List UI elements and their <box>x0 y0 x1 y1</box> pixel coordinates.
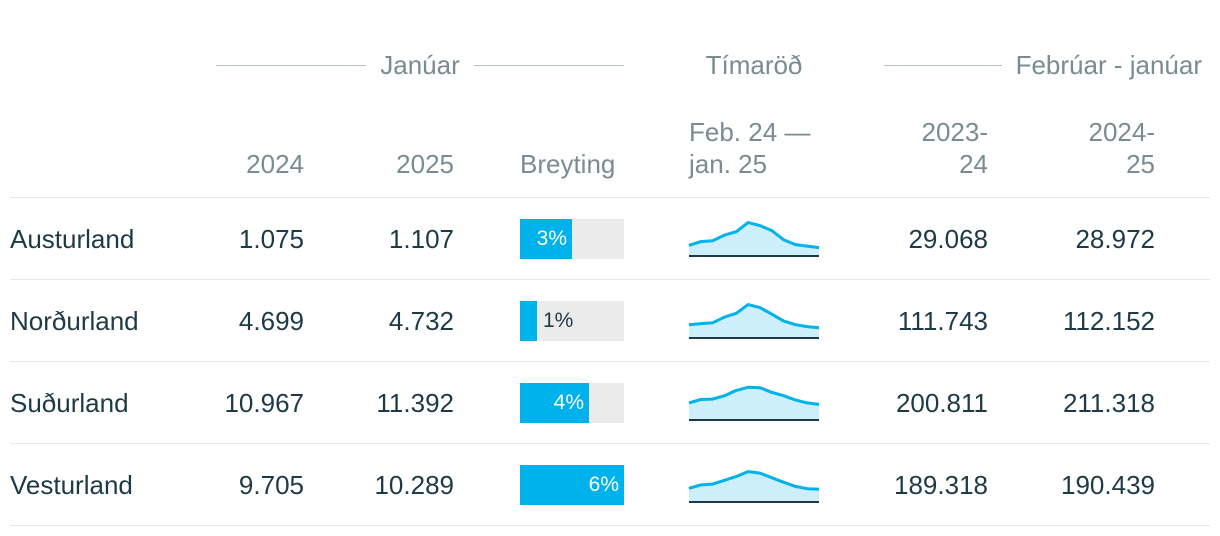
change-bar-track: 6% <box>520 465 624 505</box>
value-jan-2025: 10.289 <box>374 470 454 500</box>
column-header-2024-25-line1: 2024- <box>1088 117 1156 147</box>
value-feb-jan-2023-24: 29.068 <box>908 224 988 254</box>
sparkline-line <box>688 303 820 330</box>
sparkline-area <box>689 387 819 420</box>
region-name: Suðurland <box>10 388 129 418</box>
sparkline-area <box>689 304 819 338</box>
row-divider <box>10 279 1210 280</box>
group-header-timarod: Tímaröð <box>690 48 818 82</box>
sparkline-area <box>689 471 819 502</box>
value-feb-jan-2023-24: 189.318 <box>894 470 988 500</box>
value-jan-2024: 1.075 <box>238 224 304 254</box>
change-bar-track: 4% <box>520 383 624 423</box>
value-feb-jan-2024-25: 28.972 <box>1075 224 1155 254</box>
sparkline-area <box>689 222 819 256</box>
sparkline-line <box>688 385 820 406</box>
value-jan-2024: 9.705 <box>238 470 304 500</box>
column-header-2023-24-line1: 2023- <box>921 117 989 147</box>
column-header-series-line1: Feb. 24 — <box>689 117 811 147</box>
sparkline-chart <box>688 303 820 339</box>
change-bar-fill <box>520 301 537 341</box>
column-header-2024-25: 2024- 25 <box>1055 116 1156 180</box>
table-row-sudurland: Suðurland 10.967 11.392 4% 200.811 211.3… <box>0 362 1220 444</box>
change-bar-fill <box>520 219 572 259</box>
group-title-januar: Janúar <box>380 49 460 80</box>
value-feb-jan-2024-25: 211.318 <box>1062 388 1155 418</box>
change-bar-fill <box>520 383 589 423</box>
column-header-2023-24-line2: 24 <box>959 149 988 179</box>
group-rule-left <box>216 64 367 66</box>
column-header-series: Feb. 24 — jan. 25 <box>689 116 810 180</box>
change-bar-fill <box>520 465 624 505</box>
change-bar-label: 6% <box>588 473 619 496</box>
change-bar-track: 3% <box>520 219 624 259</box>
change-bar-label: 3% <box>536 227 567 250</box>
value-feb-jan-2024-25: 190.439 <box>1061 470 1155 500</box>
column-header-series-line2: jan. 25 <box>689 149 768 179</box>
group-title-timarod: Tímaröð <box>705 49 803 80</box>
sparkline-chart <box>688 470 820 503</box>
table-row-austurland: Austurland 1.075 1.107 3% 29.068 28.972 <box>0 198 1220 280</box>
change-bar-label: 4% <box>553 391 584 414</box>
group-header-januar: Janúar <box>216 48 624 82</box>
sparkline-line <box>688 221 820 250</box>
value-feb-jan-2023-24: 200.811 <box>895 388 988 418</box>
column-header-2024: 2024 <box>246 149 304 179</box>
sparkline-line <box>688 470 820 491</box>
table-row-nordurland: Norðurland 4.699 4.732 1% 111.743 112.15… <box>0 280 1220 362</box>
region-name: Austurland <box>10 224 135 254</box>
value-jan-2025: 4.732 <box>388 306 454 336</box>
region-name: Norðurland <box>10 306 139 336</box>
change-bar-track: 1% <box>520 301 624 341</box>
value-jan-2025: 11.392 <box>376 388 454 418</box>
value-jan-2025: 1.107 <box>388 224 454 254</box>
value-feb-jan-2024-25: 112.152 <box>1062 306 1155 336</box>
group-title-feb-jan: Febrúar - janúar <box>1015 49 1202 80</box>
group-header-feb-jan: Febrúar - janúar <box>884 48 1202 82</box>
value-feb-jan-2023-24: 111.743 <box>897 306 988 336</box>
column-header-2025: 2025 <box>396 149 454 179</box>
column-header-2023-24: 2023- 24 <box>888 116 989 180</box>
region-name: Vesturland <box>10 470 133 500</box>
sparkline-chart <box>688 385 820 421</box>
header-divider <box>10 197 1210 198</box>
sparkline-chart <box>688 221 820 257</box>
row-divider <box>10 525 1210 526</box>
change-bar-label: 1% <box>543 309 574 332</box>
row-divider <box>10 443 1210 444</box>
value-jan-2024: 10.967 <box>224 388 304 418</box>
value-jan-2024: 4.699 <box>238 306 304 336</box>
table-row-vesturland: Vesturland 9.705 10.289 6% 189.318 190.4… <box>0 444 1220 526</box>
column-header-2024-25-line2: 25 <box>1126 149 1155 179</box>
group-rule-left <box>884 64 1002 66</box>
group-rule-right <box>473 64 624 66</box>
row-divider <box>10 361 1210 362</box>
column-header-change: Breyting <box>520 149 616 179</box>
